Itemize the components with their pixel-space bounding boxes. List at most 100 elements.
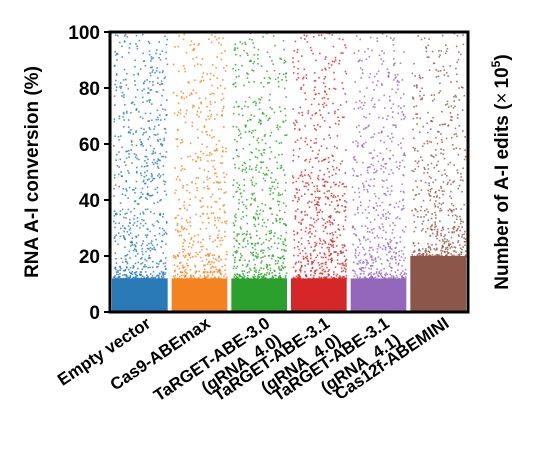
- point: [296, 200, 299, 203]
- point: [115, 271, 118, 273]
- point: [448, 231, 450, 234]
- point: [328, 243, 330, 245]
- point: [152, 260, 154, 263]
- point: [185, 51, 188, 54]
- point: [199, 251, 201, 253]
- point: [419, 98, 422, 101]
- point: [275, 260, 277, 262]
- point: [151, 223, 154, 226]
- point: [384, 193, 386, 195]
- point: [219, 277, 221, 280]
- point: [453, 221, 456, 224]
- point: [433, 248, 435, 250]
- point: [422, 254, 425, 257]
- point: [354, 191, 356, 194]
- point: [320, 277, 322, 279]
- point: [455, 230, 458, 232]
- point: [459, 179, 462, 181]
- point: [206, 146, 208, 148]
- point: [208, 38, 210, 41]
- point: [359, 243, 362, 245]
- point: [210, 41, 213, 44]
- point: [130, 273, 132, 275]
- point: [358, 60, 360, 63]
- point: [328, 269, 331, 271]
- point: [151, 66, 153, 69]
- point: [271, 275, 274, 277]
- point: [162, 216, 164, 218]
- point: [186, 109, 188, 112]
- point: [310, 139, 312, 142]
- point: [417, 35, 419, 37]
- point: [272, 255, 275, 257]
- point: [176, 222, 179, 225]
- point: [125, 150, 127, 153]
- point: [241, 108, 243, 110]
- point: [213, 136, 215, 138]
- point: [127, 268, 130, 271]
- point: [308, 161, 311, 163]
- point: [342, 225, 345, 228]
- point: [192, 58, 194, 60]
- point: [207, 253, 209, 255]
- point: [186, 272, 188, 275]
- point: [325, 56, 327, 58]
- point: [332, 234, 335, 236]
- point: [217, 276, 220, 278]
- point: [251, 69, 253, 71]
- point: [314, 157, 317, 159]
- point: [138, 277, 141, 280]
- point: [131, 240, 133, 243]
- point: [390, 277, 392, 279]
- point: [130, 140, 133, 142]
- point: [318, 278, 320, 280]
- point: [160, 270, 163, 273]
- point: [447, 75, 449, 77]
- point: [352, 261, 355, 263]
- point: [135, 130, 138, 132]
- point: [121, 175, 123, 178]
- point: [190, 92, 192, 94]
- point: [269, 135, 272, 137]
- point: [307, 278, 310, 280]
- point: [460, 220, 462, 222]
- point: [370, 163, 373, 165]
- point: [241, 114, 244, 117]
- point: [257, 48, 260, 51]
- point: [178, 70, 180, 73]
- point: [305, 182, 307, 184]
- point: [464, 238, 467, 240]
- point: [299, 276, 301, 279]
- point: [450, 136, 453, 139]
- point: [397, 84, 399, 86]
- point: [243, 49, 245, 52]
- point: [397, 105, 400, 107]
- point: [141, 96, 144, 99]
- point: [428, 194, 431, 197]
- point: [210, 113, 213, 116]
- point: [193, 105, 196, 107]
- point: [224, 264, 226, 267]
- point: [324, 222, 327, 225]
- point: [205, 278, 208, 280]
- point: [405, 273, 407, 275]
- point: [352, 199, 355, 201]
- point: [304, 125, 306, 127]
- point: [376, 251, 379, 253]
- point: [337, 211, 339, 213]
- point: [245, 171, 248, 174]
- point: [329, 221, 331, 223]
- point: [200, 245, 202, 248]
- point: [209, 263, 212, 266]
- point: [427, 111, 429, 114]
- point: [403, 174, 405, 177]
- point: [443, 250, 446, 253]
- point: [162, 173, 165, 176]
- point: [413, 214, 415, 217]
- point: [271, 213, 273, 215]
- point: [399, 161, 401, 164]
- point: [417, 242, 420, 245]
- point: [385, 162, 387, 165]
- dense-band-4: [350, 278, 407, 312]
- point: [463, 203, 465, 206]
